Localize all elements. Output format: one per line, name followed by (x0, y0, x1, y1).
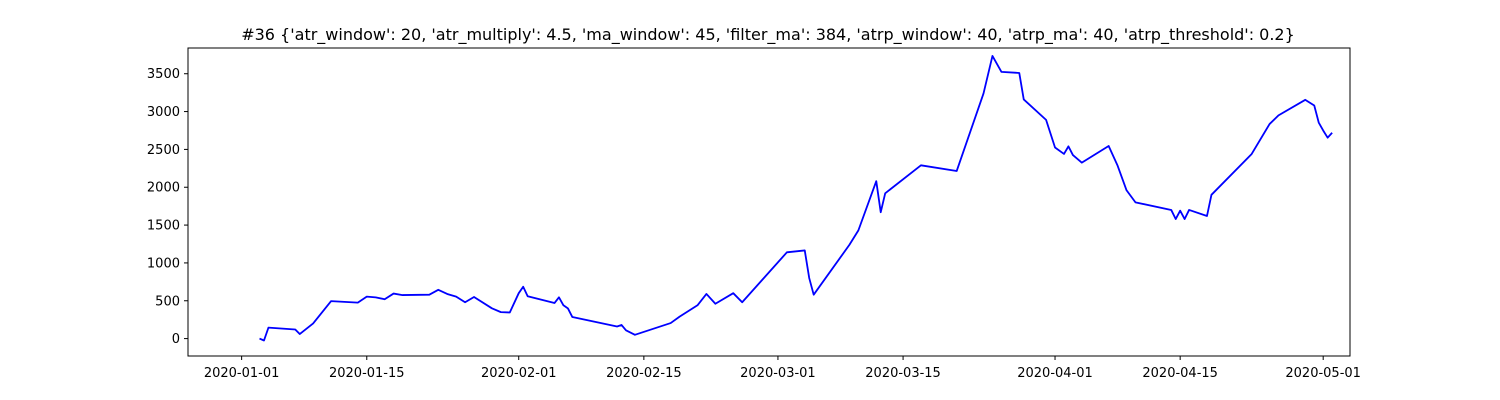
y-tick-label: 2500 (147, 143, 180, 158)
x-tick-label: 2020-04-15 (1142, 366, 1218, 381)
y-tick-label: 3000 (147, 105, 180, 120)
x-tick-label: 2020-01-01 (204, 366, 280, 381)
y-tick-label: 500 (155, 294, 180, 309)
x-tick-label: 2020-04-01 (1017, 366, 1093, 381)
series-line-0 (259, 55, 1333, 342)
x-tick-label: 2020-03-15 (865, 366, 941, 381)
y-tick-label: 1500 (147, 219, 180, 234)
axes-frame (187, 47, 1351, 357)
x-tick-label: 2020-03-01 (740, 366, 816, 381)
plot-area: 2020-01-01 2020-01-15 2020-02-01 2020-02-15… (147, 47, 1361, 381)
x-tick-label: 2020-05-01 (1285, 366, 1361, 381)
y-tick-label: 1000 (147, 256, 180, 271)
y-tick-label: 3500 (147, 67, 180, 82)
chart-title: #36 {'atr_window': 20, 'atr_multiply': 4… (241, 25, 1295, 45)
x-tick-label: 2020-02-15 (606, 366, 682, 381)
y-tick-label: 0 (172, 332, 180, 347)
y-tick-label: 2000 (147, 181, 180, 196)
x-tick-label: 2020-01-15 (329, 366, 405, 381)
x-tick-label: 2020-02-01 (481, 366, 557, 381)
